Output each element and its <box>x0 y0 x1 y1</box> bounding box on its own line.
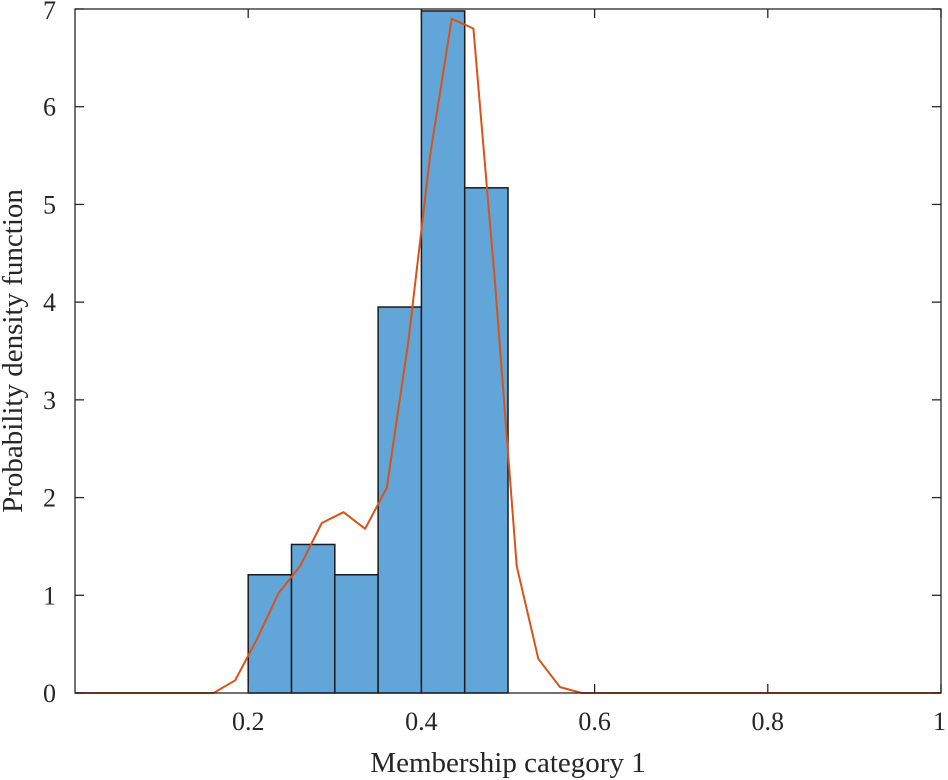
y-tick-label: 0 <box>43 679 56 708</box>
density-curve <box>75 17 941 694</box>
axes-box <box>74 8 942 694</box>
y-tick-label: 5 <box>43 190 56 219</box>
histogram-bar-0 <box>247 574 293 694</box>
y-tick-label: 6 <box>43 93 56 122</box>
x-tick-label: 0.4 <box>405 707 438 736</box>
y-tick-label: 7 <box>43 0 56 25</box>
histogram-bar-4 <box>420 10 466 694</box>
histogram-bar-1 <box>290 543 336 694</box>
density-curve-group <box>75 17 941 694</box>
x-tick-label: 0.2 <box>232 707 265 736</box>
x-axis-label: Membership category 1 <box>370 747 645 779</box>
y-tick-label: 4 <box>43 288 56 317</box>
histogram-bar-5 <box>463 187 509 694</box>
y-axis: 0 1 2 3 4 5 6 7 <box>43 0 941 708</box>
histogram-bar-2 <box>334 574 379 694</box>
x-tick-label: 0.6 <box>578 707 611 736</box>
y-tick-label: 3 <box>43 386 56 415</box>
x-tick-label: 0.8 <box>752 707 785 736</box>
histogram-bars <box>247 10 509 694</box>
histogram-bar-3 <box>377 306 423 694</box>
y-tick-label: 2 <box>43 484 56 513</box>
y-axis-label: Probability density function <box>0 189 29 513</box>
y-tick-label: 1 <box>43 581 56 610</box>
x-axis: 0.2 0.4 0.6 0.8 1 <box>232 9 946 736</box>
x-tick-label: 1 <box>933 707 946 736</box>
